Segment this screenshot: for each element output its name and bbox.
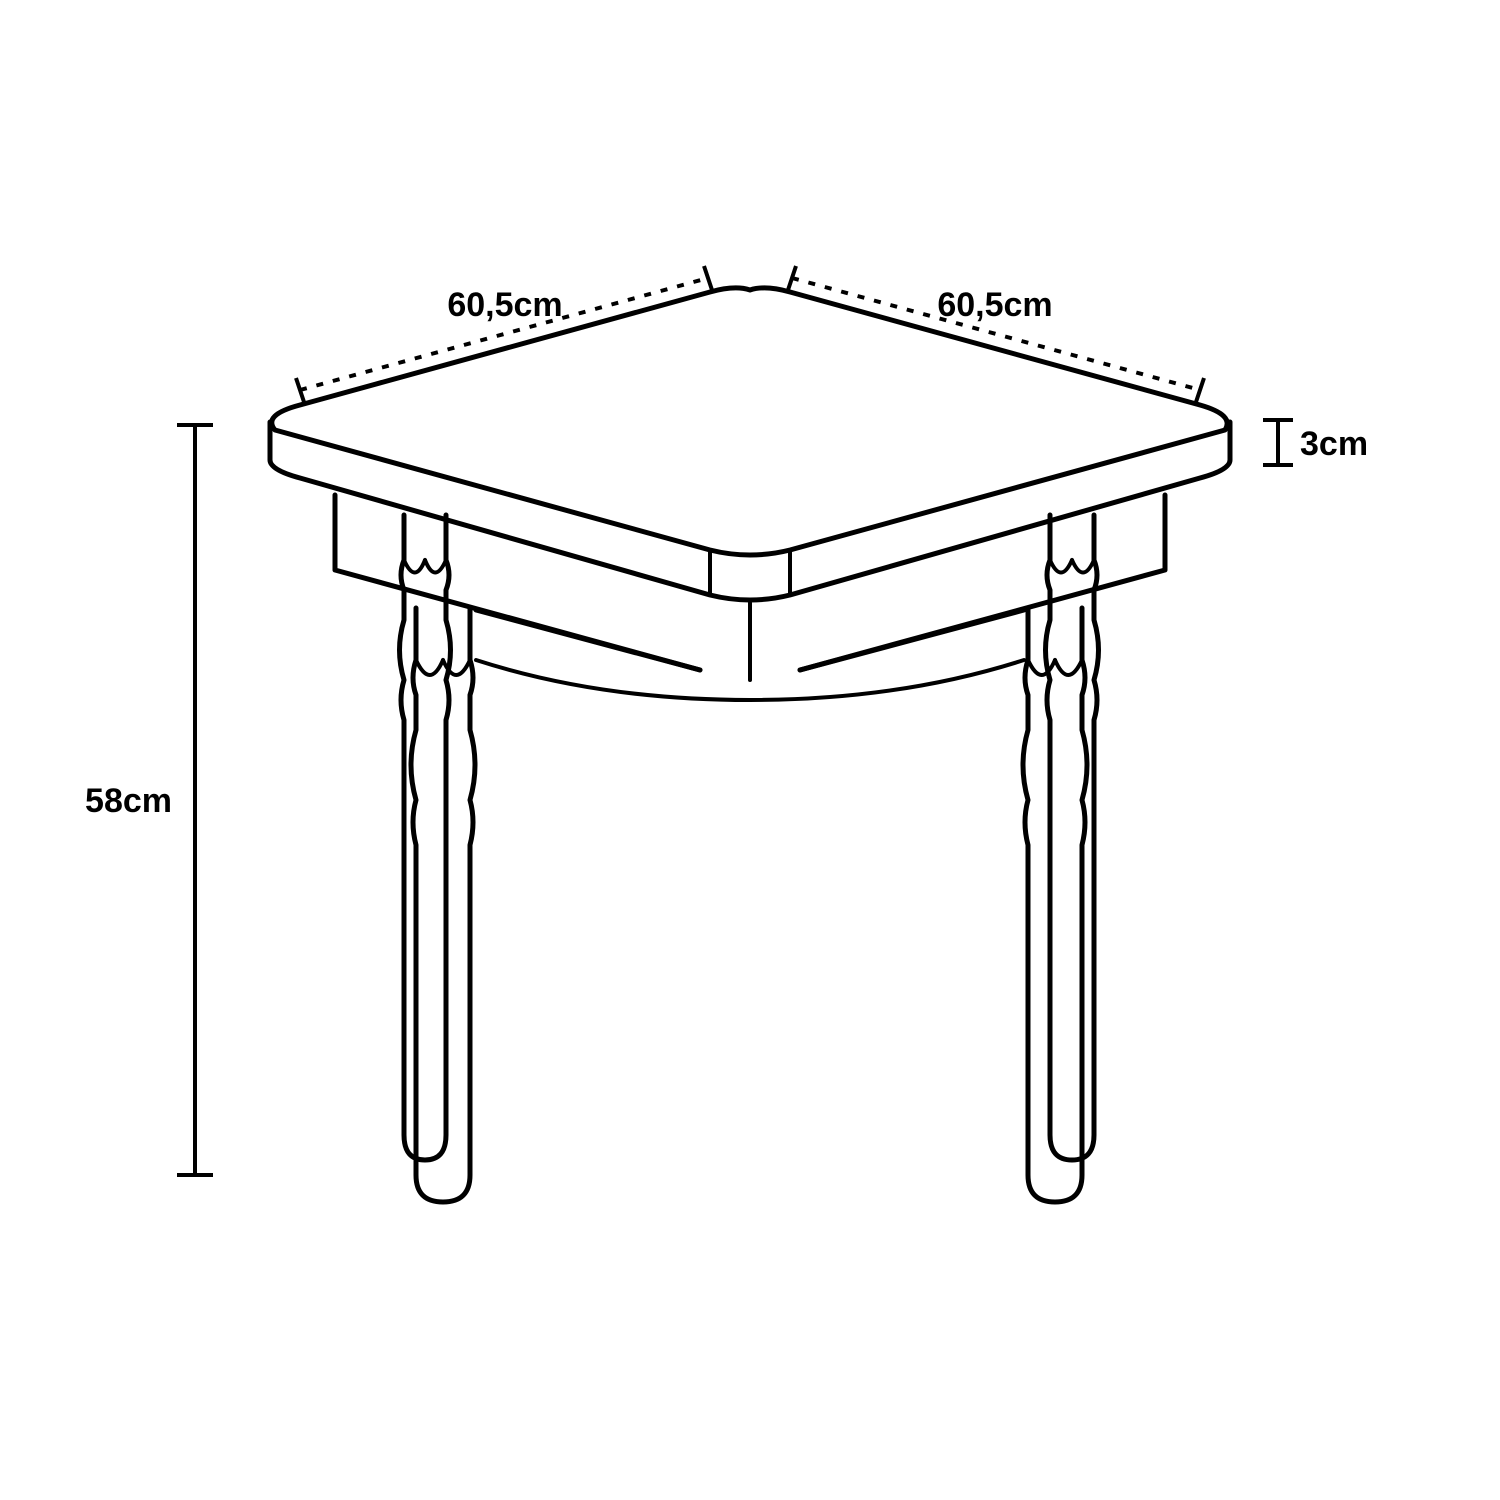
tabletop-top-face: [272, 288, 1228, 555]
apron-right: [800, 495, 1165, 670]
dimension-thickness: [1263, 420, 1293, 465]
table-dimension-diagram: 60,5cm 60,5cm 58cm 3cm: [0, 0, 1500, 1500]
dimension-height: [177, 425, 213, 1175]
apron-left: [335, 495, 700, 670]
label-height: 58cm: [85, 782, 172, 820]
leg-back-right: [1046, 515, 1099, 1160]
apron-front-left: [476, 610, 700, 670]
label-width: 60,5cm: [447, 286, 562, 324]
leg-front-right: [1023, 608, 1087, 1202]
leg-front-left: [411, 608, 475, 1202]
apron-front-right: [800, 610, 1024, 670]
label-depth: 60,5cm: [937, 286, 1052, 324]
label-thickness: 3cm: [1300, 425, 1368, 463]
leg-back-left: [400, 515, 451, 1160]
